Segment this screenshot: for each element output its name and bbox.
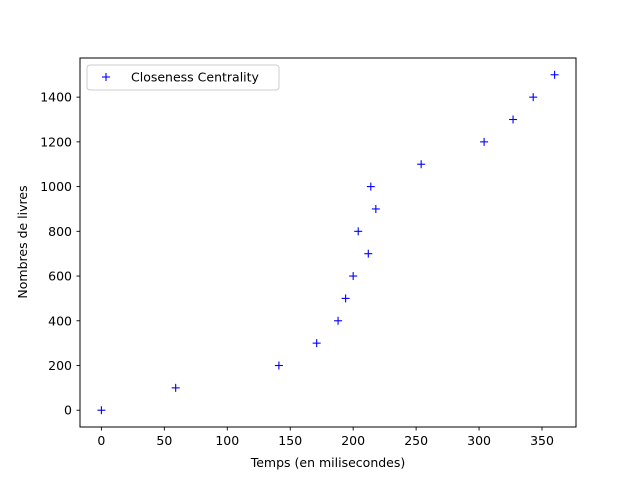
- y-axis-ticks: 0 200 400 600 800 1000 1200 1400: [40, 90, 80, 418]
- x-tick-label: 300: [467, 433, 491, 448]
- data-marks: [97, 70, 559, 415]
- y-tick-label: 200: [48, 358, 72, 373]
- legend: Closeness Centrality: [86, 64, 280, 91]
- data-point: [509, 115, 518, 124]
- x-tick-label: 100: [215, 433, 239, 448]
- x-axis-label: Temps (en milisecondes): [250, 455, 406, 470]
- data-point: [354, 227, 363, 236]
- legend-label-closeness-centrality: Closeness Centrality: [131, 70, 260, 85]
- y-tick-label: 800: [48, 224, 72, 239]
- legend-marker-plus: [102, 73, 110, 81]
- data-point: [312, 339, 321, 348]
- x-tick-label: 200: [341, 433, 365, 448]
- x-tick-label: 50: [156, 433, 172, 448]
- y-axis-label: Nombres de livres: [15, 185, 30, 298]
- data-point: [550, 70, 559, 79]
- data-point: [274, 361, 283, 370]
- y-tick-label: 1400: [40, 90, 72, 105]
- plot-area-frame: [79, 57, 577, 428]
- data-point: [417, 160, 426, 169]
- data-point: [334, 316, 343, 325]
- x-axis-ticks: 0 50 100 150 200 250 300 350: [97, 427, 554, 448]
- x-tick-label: 0: [97, 433, 105, 448]
- y-tick-label: 400: [48, 313, 72, 328]
- data-point: [364, 249, 373, 258]
- x-tick-label: 250: [404, 433, 428, 448]
- data-point: [171, 383, 180, 392]
- data-point: [480, 137, 489, 146]
- data-point: [341, 294, 350, 303]
- y-tick-label: 600: [48, 269, 72, 284]
- y-tick-label: 1200: [40, 134, 72, 149]
- data-point: [371, 204, 380, 213]
- legend-marker-symbol: [102, 73, 110, 81]
- data-point: [349, 272, 358, 281]
- legend-box: [86, 64, 280, 91]
- y-tick-label: 0: [64, 403, 72, 418]
- x-tick-label: 350: [530, 433, 554, 448]
- data-point: [529, 93, 538, 102]
- data-point: [97, 406, 106, 415]
- x-tick-label: 150: [278, 433, 302, 448]
- y-tick-label: 1000: [40, 179, 72, 194]
- data-point: [366, 182, 375, 191]
